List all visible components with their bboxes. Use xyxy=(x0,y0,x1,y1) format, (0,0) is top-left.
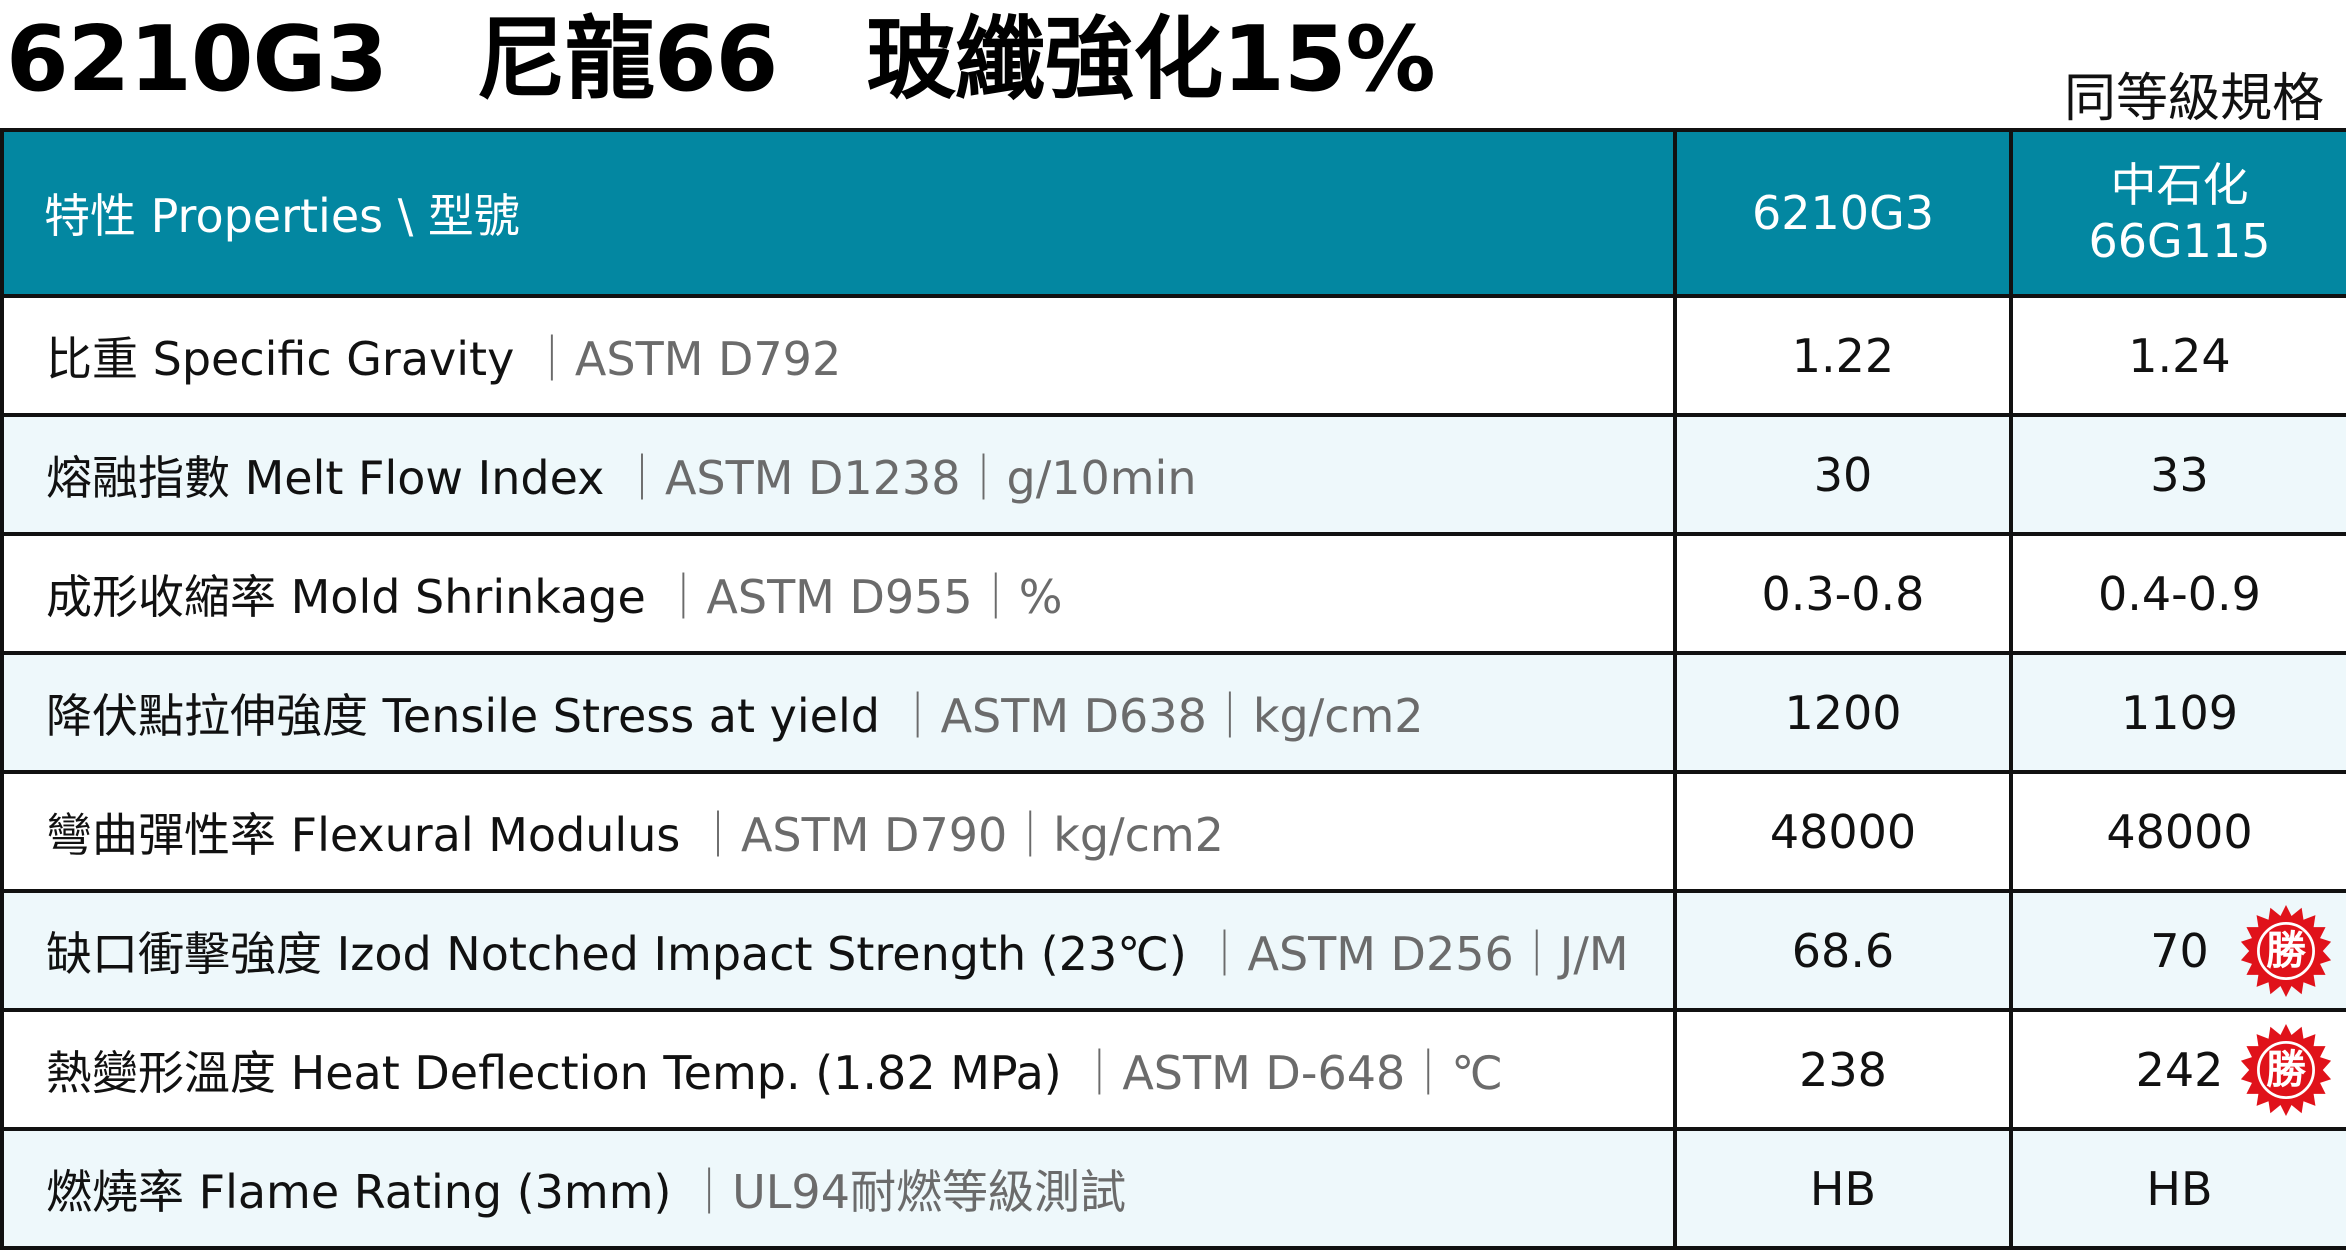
win-badge-label: 勝 xyxy=(2266,927,2306,974)
table-row: 缺口衝擊強度 Izod Notched Impact Strength (23℃… xyxy=(0,889,2346,1012)
table-row: 熱變形溫度 Heat Deflection Temp. (1.82 MPa) ｜… xyxy=(0,1008,2346,1131)
property-test-method: ｜ASTM D256｜J/M xyxy=(1201,926,1629,981)
property-name: 降伏點拉伸強度 Tensile Stress at yield xyxy=(46,688,880,743)
value-6210g3: 68.6 xyxy=(1673,889,2013,1012)
table-row: 比重 Specific Gravity ｜ASTM D792 1.22 1.24 xyxy=(0,294,2346,417)
property-cell: 彎曲彈性率 Flexural Modulus ｜ASTM D790｜kg/cm2 xyxy=(0,770,1677,893)
win-badge-icon: 勝 xyxy=(2240,1023,2332,1116)
header-competitor-grade: 66G115 xyxy=(2088,214,2271,268)
property-test-method: ｜ASTM D790｜kg/cm2 xyxy=(694,807,1224,862)
win-badge-icon: 勝 xyxy=(2240,904,2332,997)
value-6210g3: 48000 xyxy=(1673,770,2013,893)
value-6210g3: HB xyxy=(1673,1127,2013,1250)
property-cell: 熱變形溫度 Heat Deflection Temp. (1.82 MPa) ｜… xyxy=(0,1008,1677,1131)
header-competitor-brand: 中石化 xyxy=(2110,158,2249,212)
value-competitor: 33 xyxy=(2009,413,2346,536)
property-cell: 熔融指數 Melt Flow Index ｜ASTM D1238｜g/10min xyxy=(0,413,1677,536)
table-row: 彎曲彈性率 Flexural Modulus ｜ASTM D790｜kg/cm2… xyxy=(0,770,2346,893)
property-name: 缺口衝擊強度 Izod Notched Impact Strength (23℃… xyxy=(46,926,1187,981)
value-competitor: 70 勝 xyxy=(2009,889,2346,1012)
property-name: 彎曲彈性率 Flexural Modulus xyxy=(46,807,681,862)
property-name: 比重 Specific Gravity xyxy=(46,331,515,386)
value-6210g3: 1200 xyxy=(1673,651,2013,774)
property-name: 熱變形溫度 Heat Deflection Temp. (1.82 MPa) xyxy=(46,1045,1062,1100)
page-subtitle: 同等級規格 xyxy=(2063,69,2324,129)
value-6210g3: 238 xyxy=(1673,1008,2013,1131)
spec-table: 特性 Properties \ 型號 6210G3 中石化 66G115 比重 … xyxy=(0,128,2346,1250)
value-6210g3: 30 xyxy=(1673,413,2013,536)
table-row: 熔融指數 Melt Flow Index ｜ASTM D1238｜g/10min… xyxy=(0,413,2346,536)
property-name: 熔融指數 Melt Flow Index xyxy=(46,450,605,505)
property-test-method: ｜ASTM D955｜% xyxy=(660,569,1063,624)
value-competitor-text: 70 xyxy=(2150,923,2209,978)
table-row: 燃燒率 Flame Rating (3mm) ｜UL94耐燃等級測試 HB HB xyxy=(0,1127,2346,1250)
win-badge-label: 勝 xyxy=(2266,1046,2306,1093)
property-test-method: ｜ASTM D-648｜℃ xyxy=(1076,1045,1503,1100)
property-cell: 比重 Specific Gravity ｜ASTM D792 xyxy=(0,294,1677,417)
property-cell: 成形收縮率 Mold Shrinkage ｜ASTM D955｜% xyxy=(0,532,1677,655)
value-competitor: HB xyxy=(2009,1127,2346,1250)
page-title: 6210G3 尼龍66 玻纖強化15% xyxy=(6,7,1436,112)
table-row: 降伏點拉伸強度 Tensile Stress at yield ｜ASTM D6… xyxy=(0,651,2346,774)
property-test-method: ｜ASTM D792 xyxy=(528,331,842,386)
property-test-method: ｜ASTM D1238｜g/10min xyxy=(618,450,1197,505)
table-header-row: 特性 Properties \ 型號 6210G3 中石化 66G115 xyxy=(0,128,2346,298)
header-model-6210g3: 6210G3 xyxy=(1673,128,2013,298)
property-name: 燃燒率 Flame Rating (3mm) xyxy=(46,1164,672,1219)
value-competitor: 1.24 xyxy=(2009,294,2346,417)
property-test-method: ｜ASTM D638｜kg/cm2 xyxy=(894,688,1424,743)
value-competitor-text: 242 xyxy=(2135,1042,2224,1097)
property-cell: 缺口衝擊強度 Izod Notched Impact Strength (23℃… xyxy=(0,889,1677,1012)
value-competitor: 1109 xyxy=(2009,651,2346,774)
property-cell: 燃燒率 Flame Rating (3mm) ｜UL94耐燃等級測試 xyxy=(0,1127,1677,1250)
value-competitor: 242 勝 xyxy=(2009,1008,2346,1131)
header-properties: 特性 Properties \ 型號 xyxy=(0,128,1677,298)
property-cell: 降伏點拉伸強度 Tensile Stress at yield ｜ASTM D6… xyxy=(0,651,1677,774)
value-competitor: 0.4-0.9 xyxy=(2009,532,2346,655)
header-model-competitor: 中石化 66G115 xyxy=(2009,128,2346,298)
property-test-method: ｜UL94耐燃等級測試 xyxy=(686,1164,1126,1219)
property-name: 成形收縮率 Mold Shrinkage xyxy=(46,569,646,624)
value-6210g3: 1.22 xyxy=(1673,294,2013,417)
table-row: 成形收縮率 Mold Shrinkage ｜ASTM D955｜% 0.3-0.… xyxy=(0,532,2346,655)
value-6210g3: 0.3-0.8 xyxy=(1673,532,2013,655)
value-competitor: 48000 xyxy=(2009,770,2346,893)
